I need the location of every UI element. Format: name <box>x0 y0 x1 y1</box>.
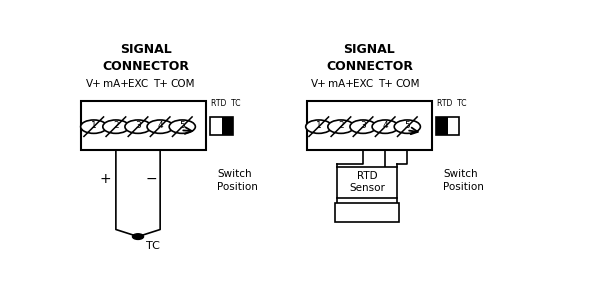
Bar <box>211 117 233 135</box>
Circle shape <box>306 120 332 133</box>
Text: RTD
Sensor: RTD Sensor <box>349 171 385 193</box>
Text: COM: COM <box>395 79 419 89</box>
Text: TC: TC <box>146 241 159 251</box>
Text: 2: 2 <box>113 121 118 130</box>
Text: mA+: mA+ <box>328 79 354 89</box>
Text: 5: 5 <box>405 121 410 130</box>
Bar <box>307 101 432 150</box>
Bar <box>335 204 399 222</box>
Text: mA+: mA+ <box>103 79 129 89</box>
Circle shape <box>350 120 376 133</box>
Bar <box>436 117 448 135</box>
Text: 1: 1 <box>91 121 96 130</box>
Circle shape <box>372 120 398 133</box>
Text: 1: 1 <box>316 121 322 130</box>
Text: 2: 2 <box>338 121 344 130</box>
Text: 4: 4 <box>157 121 163 130</box>
Bar <box>436 117 459 135</box>
Text: 5: 5 <box>180 121 185 130</box>
Circle shape <box>394 120 421 133</box>
Text: T+: T+ <box>378 79 393 89</box>
Text: Switch
Position: Switch Position <box>443 169 484 192</box>
Text: 3: 3 <box>360 121 366 130</box>
Bar <box>82 101 206 150</box>
Text: CONNECTOR: CONNECTOR <box>326 60 413 73</box>
Circle shape <box>169 120 195 133</box>
Text: +: + <box>100 172 111 186</box>
Text: −: − <box>145 172 156 186</box>
Circle shape <box>328 120 354 133</box>
Text: SIGNAL: SIGNAL <box>120 43 172 56</box>
Bar <box>337 167 397 198</box>
Circle shape <box>103 120 129 133</box>
Text: EXC: EXC <box>128 79 148 89</box>
Text: RTD  TC: RTD TC <box>211 99 241 108</box>
Text: T+: T+ <box>153 79 168 89</box>
Text: SIGNAL: SIGNAL <box>344 43 395 56</box>
Text: 3: 3 <box>135 121 141 130</box>
Text: EXC: EXC <box>353 79 373 89</box>
Bar <box>222 117 233 135</box>
Circle shape <box>133 234 143 239</box>
Text: Switch
Position: Switch Position <box>217 169 258 192</box>
Text: RTD  TC: RTD TC <box>437 99 467 108</box>
Circle shape <box>81 120 107 133</box>
Text: V+: V+ <box>311 79 327 89</box>
Text: COM: COM <box>170 79 195 89</box>
Circle shape <box>147 120 173 133</box>
Text: 4: 4 <box>383 121 388 130</box>
Text: V+: V+ <box>86 79 102 89</box>
Text: CONNECTOR: CONNECTOR <box>102 60 189 73</box>
Circle shape <box>125 120 151 133</box>
